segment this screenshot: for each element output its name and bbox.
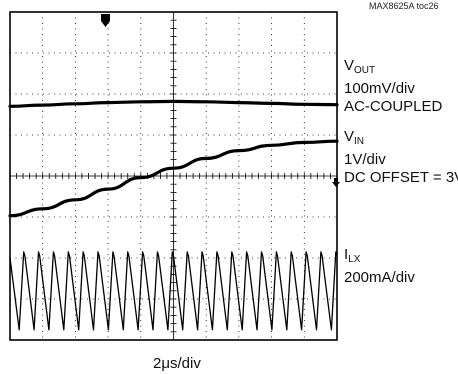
plot-frame [9,11,338,341]
offset-vin: DC OFFSET = 3V [344,169,458,186]
trigger-position-marker [101,14,110,27]
trigger-arrow-icon [101,14,110,27]
channel-label-ilx: ILX 200mA/div [344,246,415,287]
trace-ilx [9,251,338,331]
channel-label-vout: VOUT 100mV/div AC-COUPLED [344,57,442,116]
x-axis-label: 2μs/div [153,355,201,372]
trace-vout [8,99,339,108]
scale-vin: 1V/div [344,151,386,168]
figure-id: MAX8625A toc26 [369,1,439,11]
channel-label-vin: VIN 1V/div DC OFFSET = 3V [344,128,458,187]
scale-vout: 100mV/div [344,80,415,97]
channel-name-vout: VOUT [344,57,376,76]
channel-name-ilx: ILX [344,246,361,265]
trace-vin [8,139,339,218]
coupling-vout: AC-COUPLED [344,98,443,115]
scale-ilx: 200mA/div [344,269,415,286]
channel-name-vin: VIN [344,128,365,147]
trigger-level-marker-icon [332,178,340,187]
